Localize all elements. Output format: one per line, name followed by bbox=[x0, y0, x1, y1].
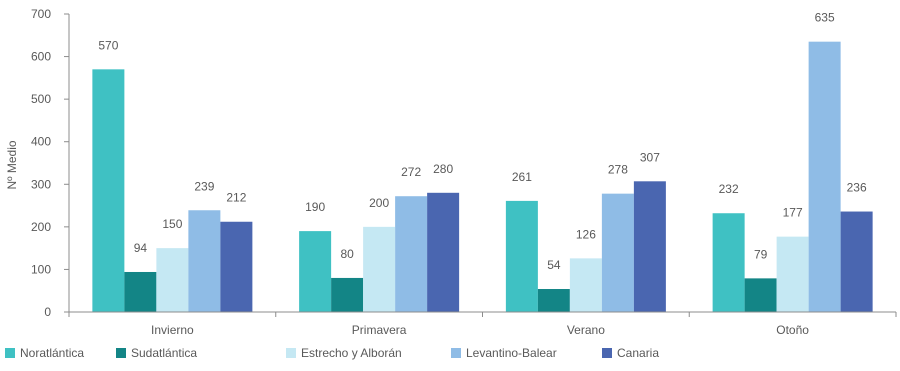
x-tick-label: Invierno bbox=[151, 323, 194, 337]
data-label: 307 bbox=[640, 150, 660, 164]
bar bbox=[331, 277, 364, 312]
bar bbox=[395, 196, 428, 312]
bar bbox=[840, 211, 873, 312]
data-label: 635 bbox=[815, 11, 835, 25]
bar bbox=[537, 289, 570, 312]
bar bbox=[124, 271, 157, 312]
data-label: 94 bbox=[134, 241, 148, 255]
bar bbox=[188, 210, 221, 312]
legend-item: Estrecho y Alborán bbox=[286, 346, 402, 360]
bar bbox=[299, 231, 332, 312]
data-label: 80 bbox=[340, 247, 354, 261]
bar bbox=[601, 193, 634, 312]
y-tick-label: 400 bbox=[31, 135, 51, 149]
y-tick-label: 700 bbox=[31, 7, 51, 21]
data-label: 126 bbox=[576, 227, 596, 241]
data-label: 54 bbox=[547, 258, 561, 272]
data-label: 570 bbox=[98, 38, 118, 52]
legend-label: Noratlántica bbox=[20, 346, 84, 360]
legend-swatch bbox=[451, 348, 461, 358]
data-label: 272 bbox=[401, 165, 421, 179]
y-axis-ticks: 0 100 200 300 400 500 600 700 bbox=[31, 7, 69, 319]
data-label: 280 bbox=[433, 162, 453, 176]
bar bbox=[156, 248, 189, 312]
data-labels-group: 570 94 150 239 212 190 80 200 272 280 261 54 126 278 3… bbox=[98, 11, 867, 272]
y-tick-label: 500 bbox=[31, 92, 51, 106]
data-label: 261 bbox=[512, 170, 532, 184]
legend-swatch bbox=[286, 348, 296, 358]
data-label: 232 bbox=[719, 182, 739, 196]
data-label: 150 bbox=[162, 217, 182, 231]
y-tick-label: 600 bbox=[31, 50, 51, 64]
x-tick-label: Primavera bbox=[352, 323, 407, 337]
bar bbox=[808, 41, 841, 313]
data-label: 212 bbox=[226, 191, 246, 205]
bar bbox=[220, 221, 253, 312]
y-tick-label: 0 bbox=[44, 305, 51, 319]
x-tick-label: Otoño bbox=[776, 323, 809, 337]
data-label: 239 bbox=[194, 179, 214, 193]
bar bbox=[92, 69, 125, 312]
data-label: 236 bbox=[847, 181, 867, 195]
legend-label: Estrecho y Alborán bbox=[301, 346, 402, 360]
x-axis-ticks: Invierno Primavera Verano Otoño bbox=[68, 312, 897, 337]
data-label: 278 bbox=[608, 163, 628, 177]
bar bbox=[712, 213, 745, 312]
data-label: 200 bbox=[369, 196, 389, 210]
legend-swatch bbox=[116, 348, 126, 358]
y-tick-label: 100 bbox=[31, 262, 51, 276]
legend-item: Sudatlántica bbox=[116, 346, 197, 360]
data-label: 190 bbox=[305, 200, 325, 214]
y-tick-label: 300 bbox=[31, 177, 51, 191]
bar bbox=[427, 192, 460, 312]
data-label: 79 bbox=[754, 247, 768, 261]
legend-label: Canaria bbox=[617, 346, 659, 360]
bar bbox=[776, 236, 809, 312]
legend-item: Levantino-Balear bbox=[451, 346, 557, 360]
legend-swatch bbox=[602, 348, 612, 358]
bar bbox=[569, 258, 602, 312]
legend: Noratlántica Sudatlántica Estrecho y Albor… bbox=[5, 346, 659, 360]
legend-item: Canaria bbox=[602, 346, 659, 360]
bars-group bbox=[92, 41, 873, 313]
y-tick-label: 200 bbox=[31, 220, 51, 234]
legend-swatch bbox=[5, 348, 15, 358]
data-label: 177 bbox=[783, 206, 803, 220]
bar bbox=[744, 278, 777, 312]
bar bbox=[363, 226, 396, 312]
x-tick-label: Verano bbox=[567, 323, 605, 337]
bar bbox=[505, 200, 538, 312]
legend-label: Levantino-Balear bbox=[466, 346, 557, 360]
bar bbox=[633, 181, 666, 312]
y-axis-title: Nº Medio bbox=[5, 140, 19, 189]
legend-item: Noratlántica bbox=[5, 346, 84, 360]
legend-label: Sudatlántica bbox=[131, 346, 197, 360]
